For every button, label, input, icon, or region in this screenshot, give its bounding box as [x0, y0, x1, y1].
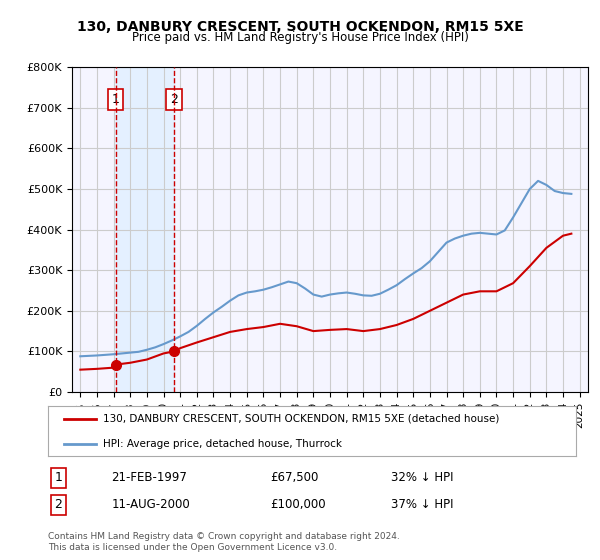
Text: Price paid vs. HM Land Registry's House Price Index (HPI): Price paid vs. HM Land Registry's House …: [131, 31, 469, 44]
Text: 130, DANBURY CRESCENT, SOUTH OCKENDON, RM15 5XE: 130, DANBURY CRESCENT, SOUTH OCKENDON, R…: [77, 20, 523, 34]
Bar: [116, 67, 174, 392]
Text: 11-AUG-2000: 11-AUG-2000: [112, 498, 190, 511]
Text: 1: 1: [112, 93, 120, 106]
Text: HPI: Average price, detached house, Thurrock: HPI: Average price, detached house, Thur…: [103, 439, 343, 449]
Text: 2: 2: [55, 498, 62, 511]
Text: 37% ↓ HPI: 37% ↓ HPI: [391, 498, 454, 511]
Text: £67,500: £67,500: [270, 472, 318, 484]
Text: £100,000: £100,000: [270, 498, 325, 511]
Text: Contains HM Land Registry data © Crown copyright and database right 2024.
This d: Contains HM Land Registry data © Crown c…: [48, 532, 400, 552]
Text: 21-FEB-1997: 21-FEB-1997: [112, 472, 187, 484]
Text: 130, DANBURY CRESCENT, SOUTH OCKENDON, RM15 5XE (detached house): 130, DANBURY CRESCENT, SOUTH OCKENDON, R…: [103, 414, 500, 423]
Text: 2: 2: [170, 93, 178, 106]
Text: 1: 1: [55, 472, 62, 484]
Text: 32% ↓ HPI: 32% ↓ HPI: [391, 472, 454, 484]
